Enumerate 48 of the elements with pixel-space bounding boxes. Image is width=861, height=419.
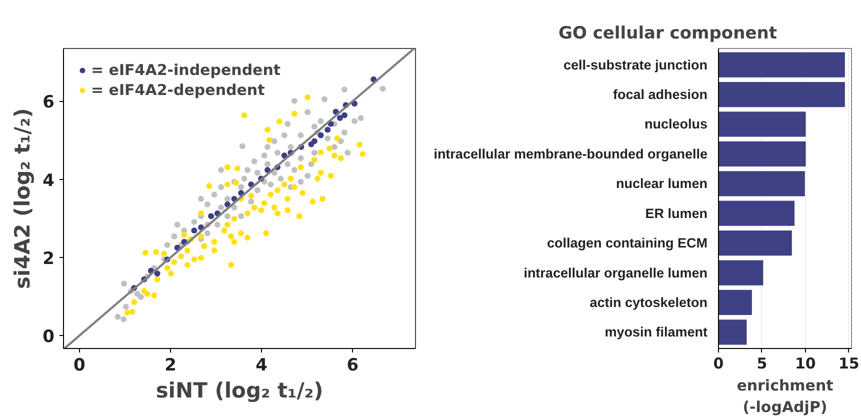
- y-tick-label: myosin filament: [604, 324, 708, 340]
- point: [264, 166, 271, 173]
- point: [208, 213, 214, 220]
- chart-title: GO cellular component: [558, 24, 777, 44]
- x-tick-label: 4: [256, 356, 268, 376]
- bar: [718, 80, 846, 108]
- point: [191, 228, 198, 234]
- y-tick-label: nucleolus: [644, 116, 708, 132]
- y-tick-label: focal adhesion: [612, 87, 708, 102]
- y-tick-label: cell-substrate junction: [563, 57, 708, 72]
- bar: [718, 318, 748, 346]
- y-axis-title: si4A2 (log₂ t₁/₂): [10, 108, 35, 289]
- point: [341, 112, 348, 118]
- point: [154, 270, 160, 276]
- y-tick-label: nuclear lumen: [616, 176, 708, 192]
- y-tick-label: intracellular membrane-bounded organelle: [434, 146, 708, 162]
- x-tick-label: 6: [346, 356, 359, 376]
- y-tick-label: 6: [42, 92, 55, 113]
- y-tick-label: actin cytoskeleton: [590, 294, 708, 310]
- point: [324, 126, 331, 133]
- point: [308, 141, 314, 148]
- point: [281, 152, 288, 159]
- x-tick-label: 0: [74, 356, 86, 376]
- y-tick-label: ER lumen: [645, 206, 708, 221]
- bar: [718, 170, 806, 198]
- x-tick-label: 2: [164, 356, 176, 376]
- x-tick-label: 10: [794, 354, 816, 372]
- point: [336, 115, 343, 122]
- y-tick-label: 0: [42, 327, 55, 348]
- legend-label: = eIF4A2-dependent: [91, 81, 265, 99]
- bar: [718, 200, 796, 227]
- bar: [718, 259, 764, 286]
- x-tick-label: 5: [756, 354, 768, 372]
- bar: [718, 229, 793, 257]
- y-tick-label: 2: [42, 248, 55, 269]
- x-axis-title: enrichment (-logAdjP): [736, 376, 834, 416]
- point: [318, 132, 324, 138]
- bar: [718, 140, 807, 168]
- bar: [718, 110, 807, 138]
- bar: [718, 288, 753, 316]
- bar: [718, 51, 846, 78]
- x-axis-title: siNT (log₂ t₁/₂): [156, 378, 324, 402]
- y-tick-label: collagen containing ECM: [546, 236, 708, 251]
- y-tick-label: 4: [42, 170, 55, 191]
- y-tick-label: intracellular organelle lumen: [524, 265, 708, 280]
- x-tick-label: 15: [838, 354, 860, 372]
- legend-label: = eIF4A2-independent: [91, 61, 281, 79]
- x-tick-label: 0: [713, 354, 724, 372]
